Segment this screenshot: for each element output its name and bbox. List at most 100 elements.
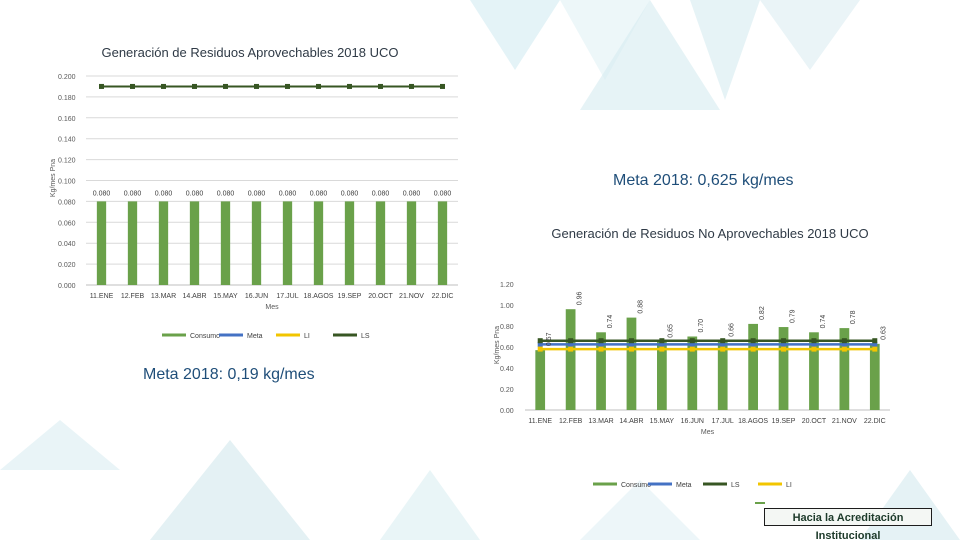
x-tick-label: 15.MAY [650,418,675,425]
x-tick-label: 18.AGOS [738,418,768,425]
marker-meta [872,341,878,347]
data-label: 0.74 [607,315,614,329]
marker-ls [841,338,847,344]
marker-li [628,346,634,352]
bar-consumo [313,201,324,285]
marker-meta [568,341,574,347]
bar-consumo [96,201,107,285]
x-tick-label: 22.DIC [432,293,454,300]
marker-meta [689,341,695,347]
bar-consumo [869,343,880,410]
x-tick-label: 14.ABR [182,293,206,300]
data-label: 0.080 [372,190,390,197]
marker-meta [781,341,787,347]
data-label: 0.080 [310,190,328,197]
marker-ls [781,338,787,344]
bar-consumo [657,341,667,410]
x-tick-label: 20.OCT [802,418,827,425]
bar-consumo [189,201,200,285]
marker-ls [161,83,166,89]
y-tick-label: 0.00 [500,408,514,415]
x-tick-label: 11.ENE [528,418,552,425]
y-tick-label: 0.000 [58,283,76,290]
x-axis-title: Mes [701,429,715,436]
marker-meta [841,341,847,347]
marker-ls [378,83,383,89]
data-label: 0.080 [279,190,297,197]
bar-consumo [344,201,355,285]
marker-li [872,346,878,352]
y-tick-label: 0.160 [58,116,76,123]
bar-consumo [748,323,758,410]
y-tick-label: 0.200 [58,74,76,81]
data-label: 0.080 [155,190,173,197]
accreditation-logo: Hacia la Acreditación Institucional [764,508,932,542]
bar-consumo [717,340,728,410]
marker-meta [598,341,604,347]
marker-meta [628,341,634,347]
x-tick-label: 12.FEB [121,293,145,300]
x-tick-label: 16.JUN [245,293,268,300]
marker-ls [130,83,135,89]
marker-ls [811,338,817,344]
x-tick-label: 18.AGOS [304,293,334,300]
y-tick-label: 0.060 [58,220,76,227]
x-tick-label: 13.MAR [588,418,613,425]
bar-consumo [158,201,169,285]
marker-ls [750,338,756,344]
y-tick-label: 0.120 [58,158,76,165]
y-tick-label: 0.100 [58,179,76,186]
marker-ls [720,338,726,344]
legend-label: Meta [247,333,263,340]
marker-ls [440,83,445,89]
legend-label: Consumo [621,482,651,489]
marker-ls [659,338,665,344]
meta-aprovechables-label: Meta 2018: 0,19 kg/mes [143,366,315,383]
data-label: 0.080 [217,190,235,197]
x-tick-label: 17.JUL [276,293,298,300]
data-label: 0.65 [668,324,675,338]
marker-li [568,346,574,352]
marker-ls [99,83,104,89]
y-tick-label: 0.20 [500,387,514,394]
y-tick-label: 0.080 [58,199,76,206]
y-tick-label: 0.020 [58,262,76,269]
y-tick-label: 0.040 [58,241,76,248]
x-tick-label: 19.SEP [338,293,362,300]
x-axis-title: Mes [265,304,279,311]
marker-li [841,346,847,352]
x-tick-label: 22.DIC [864,418,886,425]
data-label: 0.79 [789,309,796,323]
bar-consumo [778,327,789,410]
bar-consumo [839,328,850,410]
bar-consumo [406,201,417,285]
data-label: 0.63 [881,326,888,340]
marker-li [750,346,756,352]
marker-ls [689,338,695,344]
marker-ls [316,83,321,89]
meta-no-aprovechables-label: Meta 2018: 0,625 kg/mes [613,172,794,189]
data-label: 0.080 [124,190,142,197]
chart2-title: Generación de Residuos No Aprovechables … [551,226,869,241]
y-axis-title: Kg/mes Pna [494,326,501,364]
bar-consumo [626,317,637,410]
x-tick-label: 11.ENE [90,293,114,300]
marker-li [659,346,665,352]
marker-ls [872,338,878,344]
x-tick-label: 12.FEB [559,418,583,425]
x-tick-label: 19.SEP [772,418,796,425]
data-label: 0.96 [576,291,583,305]
legend-label: LI [786,482,792,489]
marker-ls [568,338,574,344]
data-label: 0.080 [434,190,452,197]
data-label: 0.78 [850,310,857,324]
bar-consumo [565,309,576,410]
logo-accent [755,502,765,504]
legend-label: LS [731,482,740,489]
marker-ls [254,83,259,89]
chart1-title: Generación de Residuos Aprovechables 201… [101,45,399,60]
marker-li [811,346,817,352]
